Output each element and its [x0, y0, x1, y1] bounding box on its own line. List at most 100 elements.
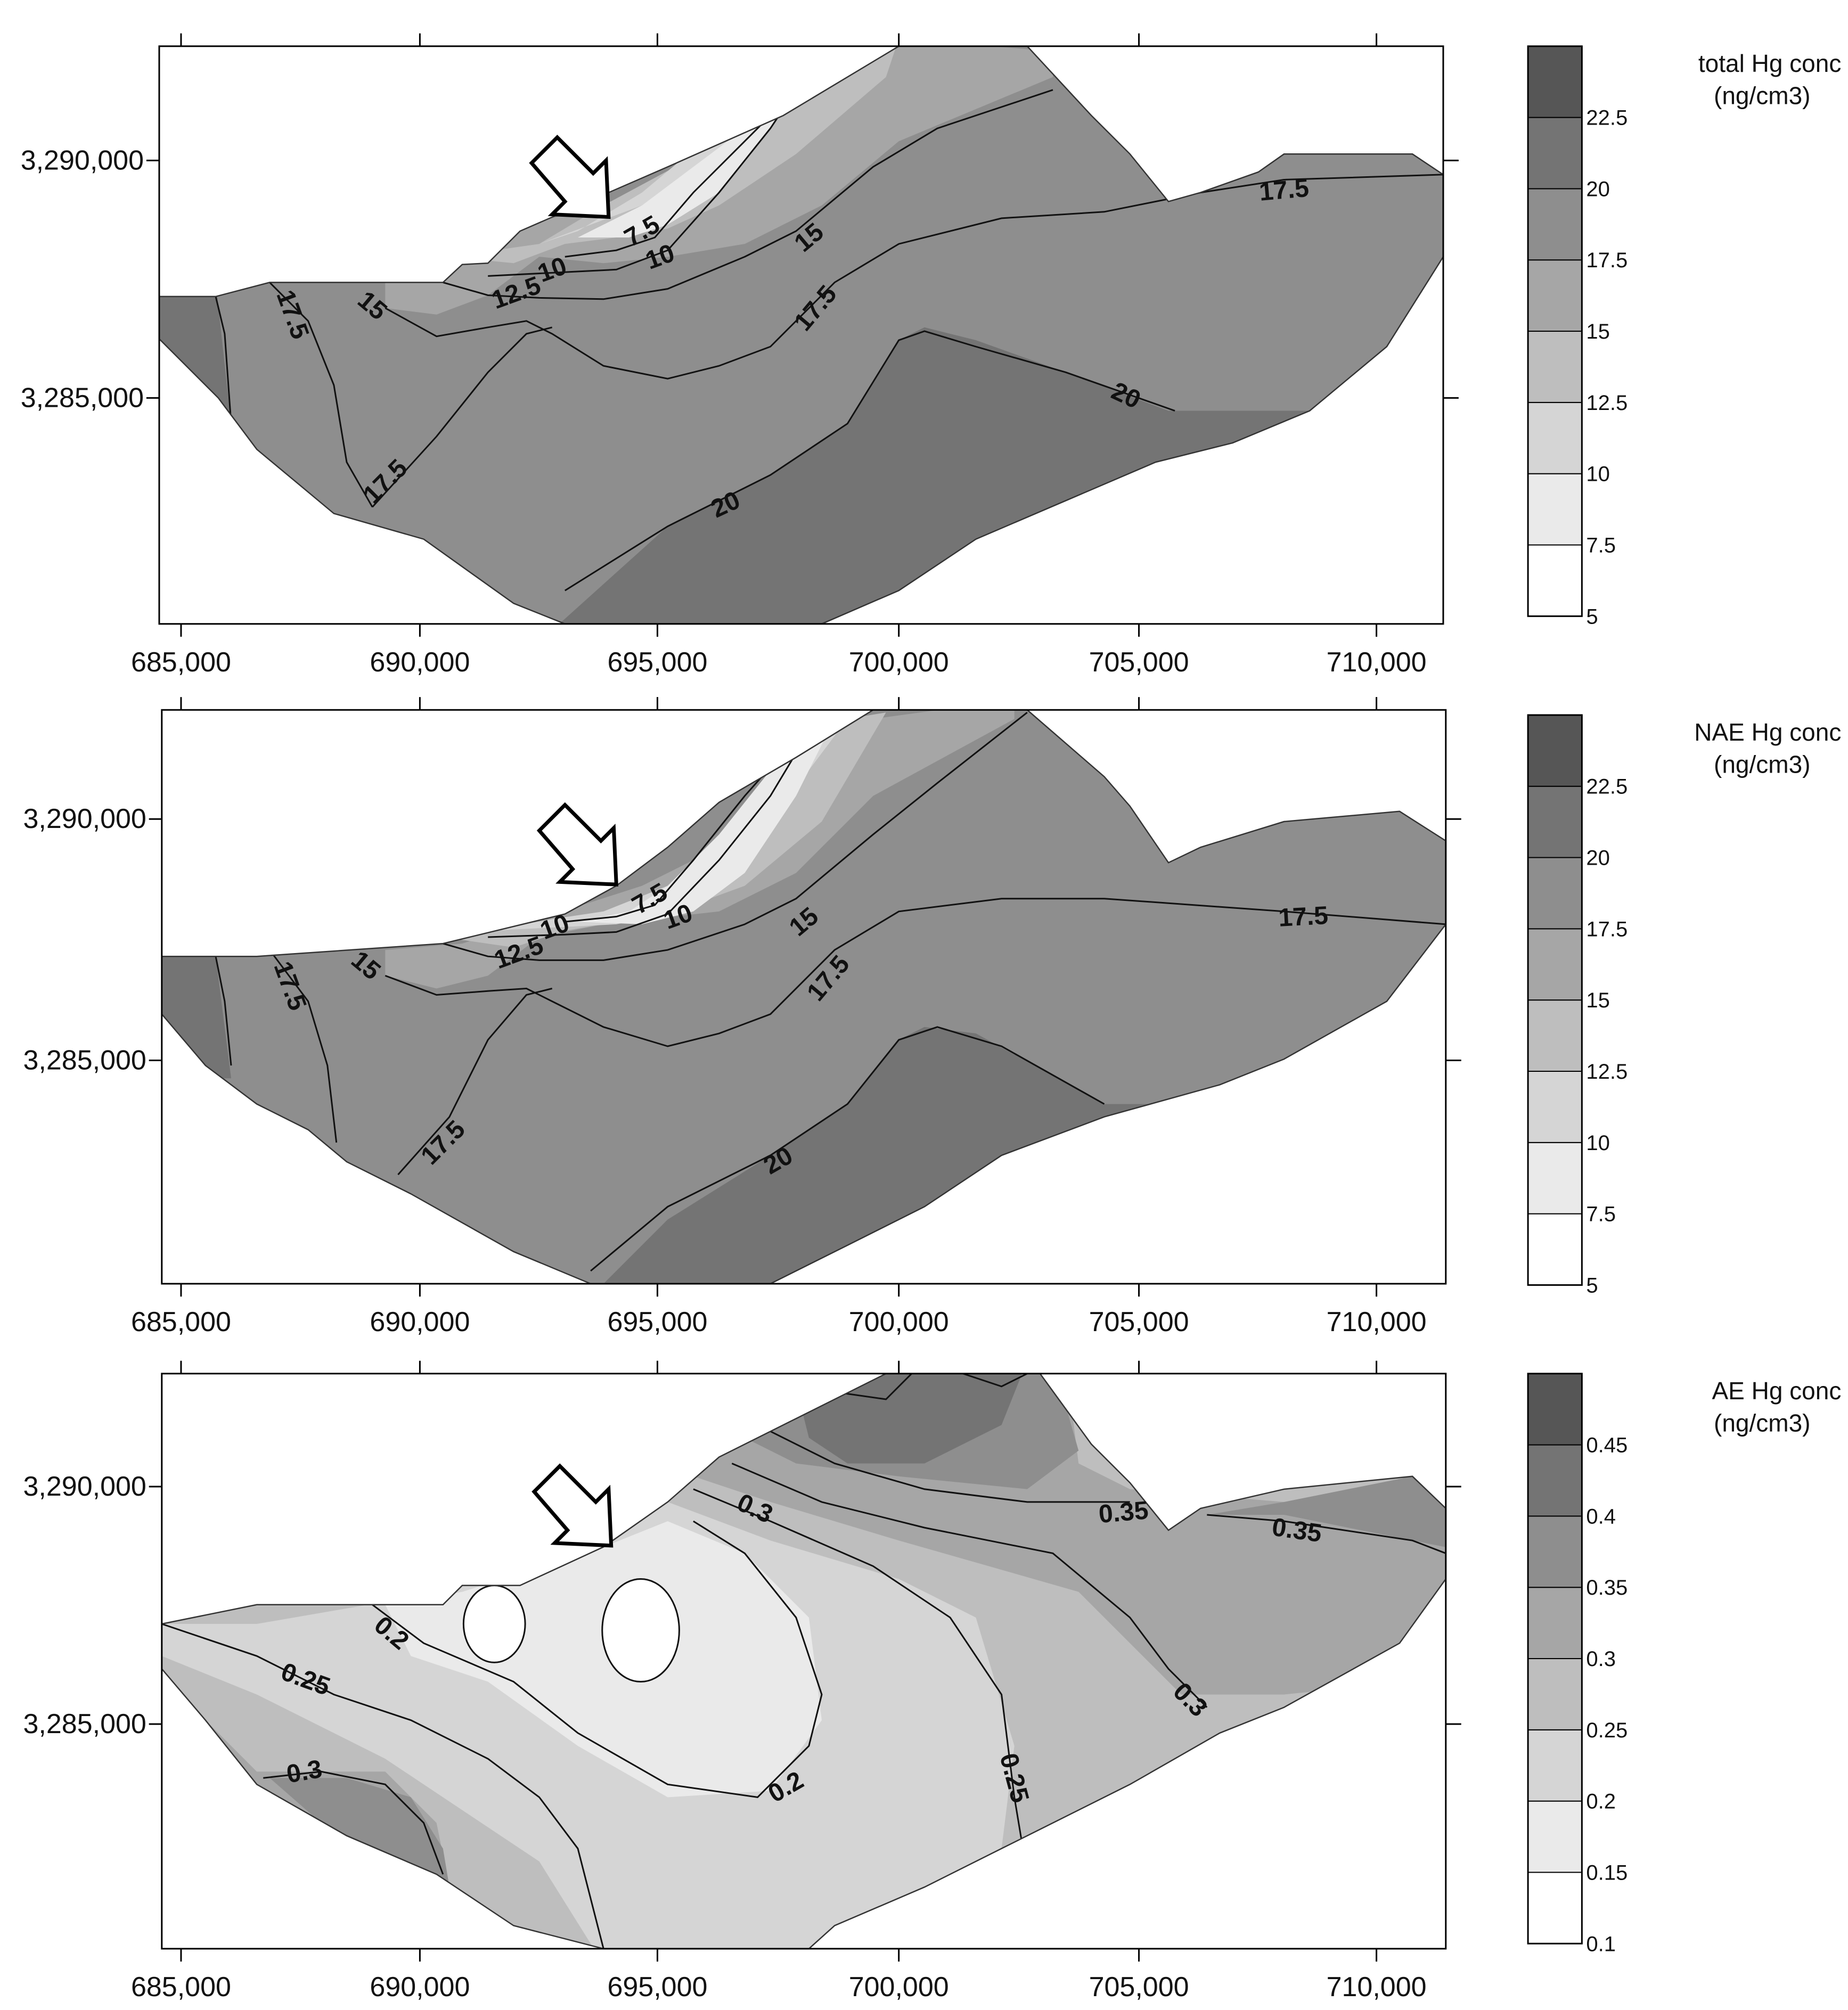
- legend-swatch: [1527, 1800, 1583, 1873]
- x-tick-label: 685,000: [131, 1972, 231, 2003]
- contour-line: [385, 174, 1443, 380]
- legend-level-label: 22.5: [1586, 775, 1628, 799]
- x-tick-label: 705,000: [1089, 1307, 1189, 1338]
- location-arrow-icon: [531, 1463, 614, 1548]
- legend-swatch: [1527, 1515, 1583, 1588]
- y-tick-label: 3,290,000: [23, 803, 146, 834]
- legend-level-label: 15: [1586, 989, 1610, 1012]
- legend-level-label: 0.2: [1586, 1790, 1616, 1814]
- contour-value-label: 0.35: [1098, 1496, 1150, 1529]
- x-tick-label: 695,000: [607, 1307, 707, 1338]
- legend-swatch: [1527, 331, 1583, 403]
- legend-swatch: [1527, 1587, 1583, 1660]
- contour-line: [443, 89, 1053, 300]
- legend-units: (ng/cm3): [1714, 750, 1810, 778]
- contour-line: [565, 737, 797, 923]
- legend-level-label: 17.5: [1586, 249, 1628, 272]
- x-tick-label: 700,000: [849, 1307, 949, 1338]
- legend-units: (ng/cm3): [1714, 81, 1810, 109]
- x-tick-label: 710,000: [1327, 1307, 1427, 1338]
- legend-swatch: [1527, 785, 1583, 858]
- legend-level-label: 15: [1586, 320, 1610, 343]
- y-tick-label: 3,290,000: [23, 1471, 146, 1502]
- legend-swatch: [1527, 714, 1583, 787]
- legend-swatch: [1527, 473, 1583, 546]
- legend-level-label: 7.5: [1586, 534, 1616, 557]
- low-concentration-patch: [601, 1578, 680, 1683]
- legend-level-label: 22.5: [1586, 106, 1628, 130]
- legend-frame: [1527, 1373, 1583, 1945]
- legend-swatch: [1527, 1373, 1583, 1446]
- legend-2: 5 7.5 10 12.5 15 17.5 20 22.5 NAE Hg conc (ng/cm3…: [1527, 714, 1841, 1297]
- contour-line: [385, 898, 1446, 1047]
- legend-frame: [1527, 45, 1583, 617]
- legend-level-label: 12.5: [1586, 391, 1628, 415]
- location-arrow-icon: [529, 135, 611, 219]
- legend-1: 5 7.5 10 12.5 15 17.5 20 22.5 total Hg conc (ng/c…: [1527, 45, 1841, 628]
- x-tick-label: 700,000: [849, 647, 949, 678]
- legend-level-label: 0.15: [1586, 1861, 1628, 1884]
- y-tick-label: 3,290,000: [21, 145, 144, 176]
- legend-level-label: 0.4: [1586, 1505, 1616, 1528]
- legend-3: 0.1 0.15 0.2 0.25 0.3 0.35 0.4 0.45 AE Hg conc (n…: [1527, 1373, 1841, 1956]
- legend-title: NAE Hg conc: [1694, 718, 1841, 746]
- contour-line: [488, 89, 797, 277]
- y-tick-label: 3,285,000: [21, 382, 144, 413]
- contour-line: [565, 102, 784, 258]
- x-tick-label: 695,000: [607, 647, 707, 678]
- contour-value-label: 0.3: [284, 1755, 324, 1789]
- x-tick-label: 690,000: [370, 647, 470, 678]
- x-tick-label: 690,000: [370, 1972, 470, 2003]
- x-tick-label: 690,000: [370, 1307, 470, 1338]
- contour-panel-3: 685,000 690,000 695,000 700,000 705,000 710,0…: [23, 1360, 1461, 2003]
- contour-line: [488, 731, 810, 938]
- contour-line: [269, 282, 373, 508]
- contour-line: [565, 330, 1175, 592]
- contour-line: [693, 1488, 1028, 1875]
- contour-value-label: 17.5: [1258, 174, 1310, 207]
- legend-swatch: [1527, 259, 1583, 332]
- legend-level-label: 20: [1586, 847, 1610, 870]
- contour-panel-2: 685,000 690,000 695,000 700,000 705,000 710,0…: [23, 697, 1461, 1338]
- legend-level-label: 17.5: [1586, 917, 1628, 941]
- legend-level-label: 12.5: [1586, 1060, 1628, 1084]
- legend-swatch: [1527, 188, 1583, 261]
- contour-line: [731, 1463, 1208, 1708]
- legend-swatch: [1527, 928, 1583, 1001]
- x-tick-label: 685,000: [131, 1307, 231, 1338]
- legend-frame: [1527, 714, 1583, 1286]
- legend-swatch: [1527, 1213, 1583, 1286]
- contour-panel-1: 685,000 690,000 695,000 700,000 705,000 710,0…: [21, 33, 1459, 678]
- low-concentration-patch: [462, 1585, 526, 1663]
- x-tick-label: 685,000: [131, 647, 231, 678]
- legend-level-label: 0.25: [1586, 1719, 1628, 1742]
- legend-level-label: 5: [1586, 1274, 1598, 1297]
- legend-swatch: [1527, 117, 1583, 190]
- x-tick-label: 705,000: [1089, 647, 1189, 678]
- y-tick-label: 3,285,000: [23, 1709, 146, 1740]
- plot-frame: [158, 45, 1444, 625]
- legend-level-label: 0.45: [1586, 1434, 1628, 1457]
- x-tick-label: 700,000: [849, 1972, 949, 2003]
- legend-swatch: [1527, 999, 1583, 1072]
- legend-level-label: 7.5: [1586, 1203, 1616, 1226]
- legend-level-label: 5: [1586, 605, 1598, 628]
- legend-swatch: [1527, 1729, 1583, 1802]
- contour-band: [578, 51, 822, 238]
- legend-title: total Hg conc: [1698, 50, 1841, 77]
- legend-swatch: [1527, 401, 1583, 474]
- contour-line: [161, 1623, 604, 1949]
- plot-frame: [161, 709, 1447, 1285]
- contour-line: [372, 1520, 823, 1798]
- legend-swatch: [1527, 1872, 1583, 1945]
- contour-value-label: 0.35: [1270, 1513, 1323, 1548]
- legend-level-label: 10: [1586, 1131, 1610, 1155]
- legend-units: (ng/cm3): [1714, 1409, 1810, 1437]
- y-tick-label: 3,285,000: [23, 1045, 146, 1076]
- legend-swatch: [1527, 1444, 1583, 1517]
- legend-swatch: [1527, 1658, 1583, 1730]
- contour-line: [263, 1770, 444, 1875]
- x-tick-label: 705,000: [1089, 1972, 1189, 2003]
- contour-fills: [161, 710, 1446, 1284]
